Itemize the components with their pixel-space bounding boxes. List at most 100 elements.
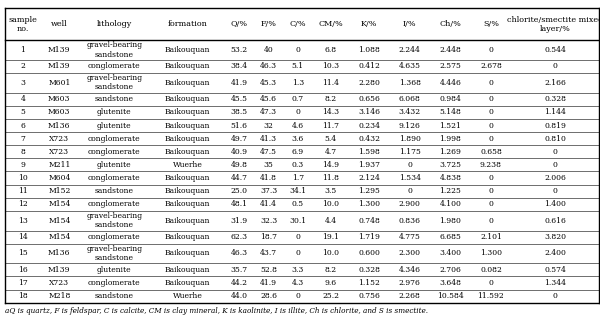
Text: 6.8: 6.8	[325, 46, 337, 54]
Text: X723: X723	[49, 279, 70, 287]
Text: X723: X723	[49, 148, 70, 156]
Text: F/%: F/%	[260, 20, 277, 28]
Text: 3.432: 3.432	[399, 109, 421, 117]
Text: 2: 2	[20, 62, 25, 71]
Text: conglomerate: conglomerate	[88, 279, 140, 287]
Text: 3: 3	[20, 79, 25, 87]
Text: sandstone: sandstone	[95, 95, 134, 103]
Text: 0: 0	[553, 148, 558, 156]
Text: X723: X723	[49, 135, 70, 143]
Text: 0.756: 0.756	[358, 292, 380, 300]
Text: Baikouquan: Baikouquan	[165, 109, 211, 117]
Text: 1.144: 1.144	[544, 109, 566, 117]
Text: 45.3: 45.3	[260, 79, 277, 87]
Text: 1.400: 1.400	[544, 200, 566, 208]
Text: 4.346: 4.346	[399, 266, 421, 274]
Text: 0: 0	[488, 79, 493, 87]
Text: M139: M139	[48, 62, 71, 71]
Text: 0.3: 0.3	[292, 161, 304, 169]
Text: 0: 0	[553, 187, 558, 195]
Text: 28.6: 28.6	[260, 292, 277, 300]
Text: 3.648: 3.648	[439, 279, 461, 287]
Text: lithology: lithology	[97, 20, 132, 28]
Text: 0.616: 0.616	[544, 217, 566, 225]
Text: 3.3: 3.3	[292, 266, 304, 274]
Text: conglomerate: conglomerate	[88, 62, 140, 71]
Text: 4.838: 4.838	[439, 174, 461, 182]
Text: 41.4: 41.4	[260, 200, 277, 208]
Text: 0: 0	[488, 95, 493, 103]
Text: 3.146: 3.146	[358, 109, 380, 117]
Text: 1.998: 1.998	[439, 135, 461, 143]
Text: 1.521: 1.521	[439, 121, 461, 129]
Text: 4.446: 4.446	[439, 79, 461, 87]
Text: 6: 6	[20, 121, 25, 129]
Text: 1.344: 1.344	[544, 279, 566, 287]
Text: 10.584: 10.584	[437, 292, 464, 300]
Text: 41.9: 41.9	[230, 79, 248, 87]
Text: 0.544: 0.544	[544, 46, 566, 54]
Text: chlorite/smectite mixed
layer/%: chlorite/smectite mixed layer/%	[507, 15, 600, 33]
Text: 2.706: 2.706	[439, 266, 461, 274]
Text: 0.600: 0.600	[358, 250, 380, 258]
Text: 11.4: 11.4	[322, 79, 339, 87]
Text: 9.126: 9.126	[399, 121, 421, 129]
Text: 0: 0	[488, 200, 493, 208]
Text: gravel-bearing
sandstone: gravel-bearing sandstone	[86, 245, 142, 262]
Text: 11.7: 11.7	[322, 121, 339, 129]
Text: 14: 14	[18, 233, 28, 241]
Text: 1.175: 1.175	[399, 148, 421, 156]
Text: 1.088: 1.088	[358, 46, 380, 54]
Text: I/%: I/%	[403, 20, 416, 28]
Text: 0: 0	[553, 292, 558, 300]
Text: 2.300: 2.300	[399, 250, 421, 258]
Text: Baikouquan: Baikouquan	[165, 266, 211, 274]
Text: 13: 13	[18, 217, 28, 225]
Text: 6.685: 6.685	[439, 233, 461, 241]
Text: 25.0: 25.0	[230, 187, 248, 195]
Text: 14.9: 14.9	[322, 161, 339, 169]
Text: 17: 17	[18, 279, 28, 287]
Text: glutenite: glutenite	[97, 266, 131, 274]
Text: 4.635: 4.635	[399, 62, 421, 71]
Text: 48.1: 48.1	[230, 200, 248, 208]
Text: gravel-bearing
sandstone: gravel-bearing sandstone	[86, 74, 142, 91]
Text: 14.3: 14.3	[322, 109, 340, 117]
Text: 49.7: 49.7	[230, 135, 248, 143]
Text: 5.148: 5.148	[439, 109, 461, 117]
Text: 2.575: 2.575	[439, 62, 461, 71]
Text: 2.280: 2.280	[358, 79, 380, 87]
Text: M604: M604	[48, 174, 71, 182]
Text: M139: M139	[48, 46, 71, 54]
Text: 6.9: 6.9	[292, 148, 304, 156]
Text: S/%: S/%	[483, 20, 499, 28]
Text: 8: 8	[20, 148, 25, 156]
Text: Wuerhe: Wuerhe	[173, 161, 203, 169]
Text: 0: 0	[295, 250, 301, 258]
Text: 32: 32	[263, 121, 274, 129]
Text: 2.268: 2.268	[399, 292, 421, 300]
Text: gravel-bearing
sandstone: gravel-bearing sandstone	[86, 212, 142, 229]
Text: 40.9: 40.9	[230, 148, 248, 156]
Text: 4.775: 4.775	[399, 233, 421, 241]
Text: CM/%: CM/%	[319, 20, 343, 28]
Text: Baikouquan: Baikouquan	[165, 217, 211, 225]
Text: 0: 0	[488, 187, 493, 195]
Text: 3.725: 3.725	[439, 161, 461, 169]
Text: 4.4: 4.4	[325, 217, 337, 225]
Text: 0.5: 0.5	[292, 200, 304, 208]
Text: 2.678: 2.678	[480, 62, 502, 71]
Text: 62.3: 62.3	[230, 233, 248, 241]
Text: M136: M136	[48, 121, 71, 129]
Text: 0: 0	[488, 121, 493, 129]
Text: Baikouquan: Baikouquan	[165, 121, 211, 129]
Text: 35.7: 35.7	[230, 266, 248, 274]
Text: 5.4: 5.4	[325, 135, 337, 143]
Text: conglomerate: conglomerate	[88, 200, 140, 208]
Text: 1.300: 1.300	[480, 250, 502, 258]
Text: 35: 35	[263, 161, 274, 169]
Text: 45.6: 45.6	[260, 95, 277, 103]
Text: 46.3: 46.3	[260, 62, 277, 71]
Text: 2.244: 2.244	[399, 46, 421, 54]
Text: conglomerate: conglomerate	[88, 148, 140, 156]
